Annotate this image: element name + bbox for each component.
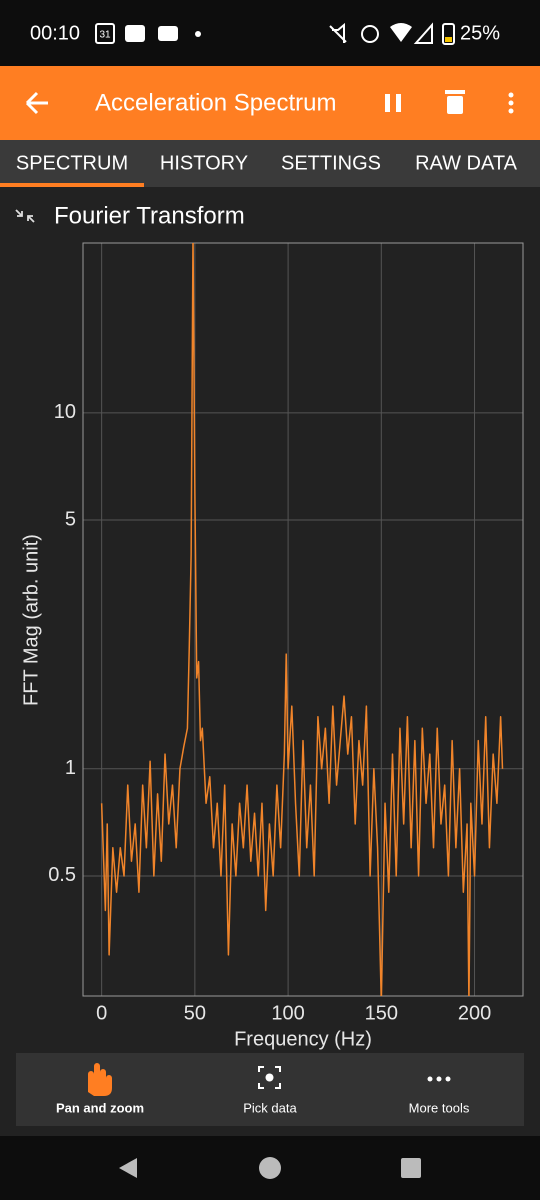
tab[interactable]: SETTINGS xyxy=(281,152,381,174)
x-axis-label: Frequency (Hz) xyxy=(234,1028,372,1050)
pause-button[interactable] xyxy=(385,94,401,112)
tab[interactable]: HISTORY xyxy=(160,152,248,174)
tool-label[interactable]: Pan and zoom xyxy=(56,1100,144,1115)
collapse-button[interactable] xyxy=(15,209,35,223)
wifi-icon xyxy=(390,23,412,42)
tab[interactable]: SPECTRUM xyxy=(16,152,128,174)
nav-back[interactable] xyxy=(119,1158,137,1178)
teams-icon xyxy=(125,25,145,42)
wallet-icon xyxy=(158,26,178,41)
pan-icon xyxy=(88,1063,112,1096)
delete-button[interactable] xyxy=(445,90,465,114)
graph-title: Fourier Transform xyxy=(54,202,245,229)
x-tick-label: 100 xyxy=(271,1002,304,1024)
plot-frame xyxy=(82,242,524,997)
tool-label[interactable]: More tools xyxy=(409,1100,470,1115)
calendar-day: 31 xyxy=(99,30,111,41)
x-tick-label: 50 xyxy=(184,1002,206,1024)
pick-icon xyxy=(258,1066,281,1089)
calendar-icon xyxy=(95,23,115,44)
battery-level xyxy=(445,37,452,42)
grid xyxy=(83,243,523,996)
signal-icon xyxy=(413,22,433,44)
back-button[interactable] xyxy=(25,91,48,115)
battery-percent: 25% xyxy=(460,22,500,44)
battery-icon xyxy=(442,23,455,45)
y-tick-label: 10 xyxy=(54,401,76,423)
nav-home[interactable] xyxy=(259,1157,281,1179)
clock: 00:10 xyxy=(30,22,80,44)
y-tick-label: 0.5 xyxy=(48,864,76,886)
y-axis-label: FFT Mag (arb. unit) xyxy=(20,534,42,706)
y-tick-label: 1 xyxy=(65,757,76,779)
spectrum-line xyxy=(100,243,504,996)
tool-label[interactable]: Pick data xyxy=(243,1100,297,1115)
x-tick-label: 150 xyxy=(365,1002,398,1024)
y-tick-label: 5 xyxy=(65,508,76,530)
x-tick-label: 0 xyxy=(96,1002,107,1024)
x-tick-label: 200 xyxy=(458,1002,491,1024)
tab[interactable]: RAW DATA xyxy=(415,152,518,174)
pick-icon-dot xyxy=(265,1073,274,1082)
tab-indicator xyxy=(0,183,144,187)
dot-icon xyxy=(195,31,201,37)
status-bar xyxy=(0,0,540,66)
more-icon xyxy=(427,1076,451,1082)
tab-bar xyxy=(0,140,540,187)
nav-recents[interactable] xyxy=(401,1158,421,1178)
menu-button[interactable] xyxy=(508,92,514,114)
app-title: Acceleration Spectrum xyxy=(95,89,336,116)
mute-icon xyxy=(329,22,347,43)
dnd-icon xyxy=(361,25,379,43)
